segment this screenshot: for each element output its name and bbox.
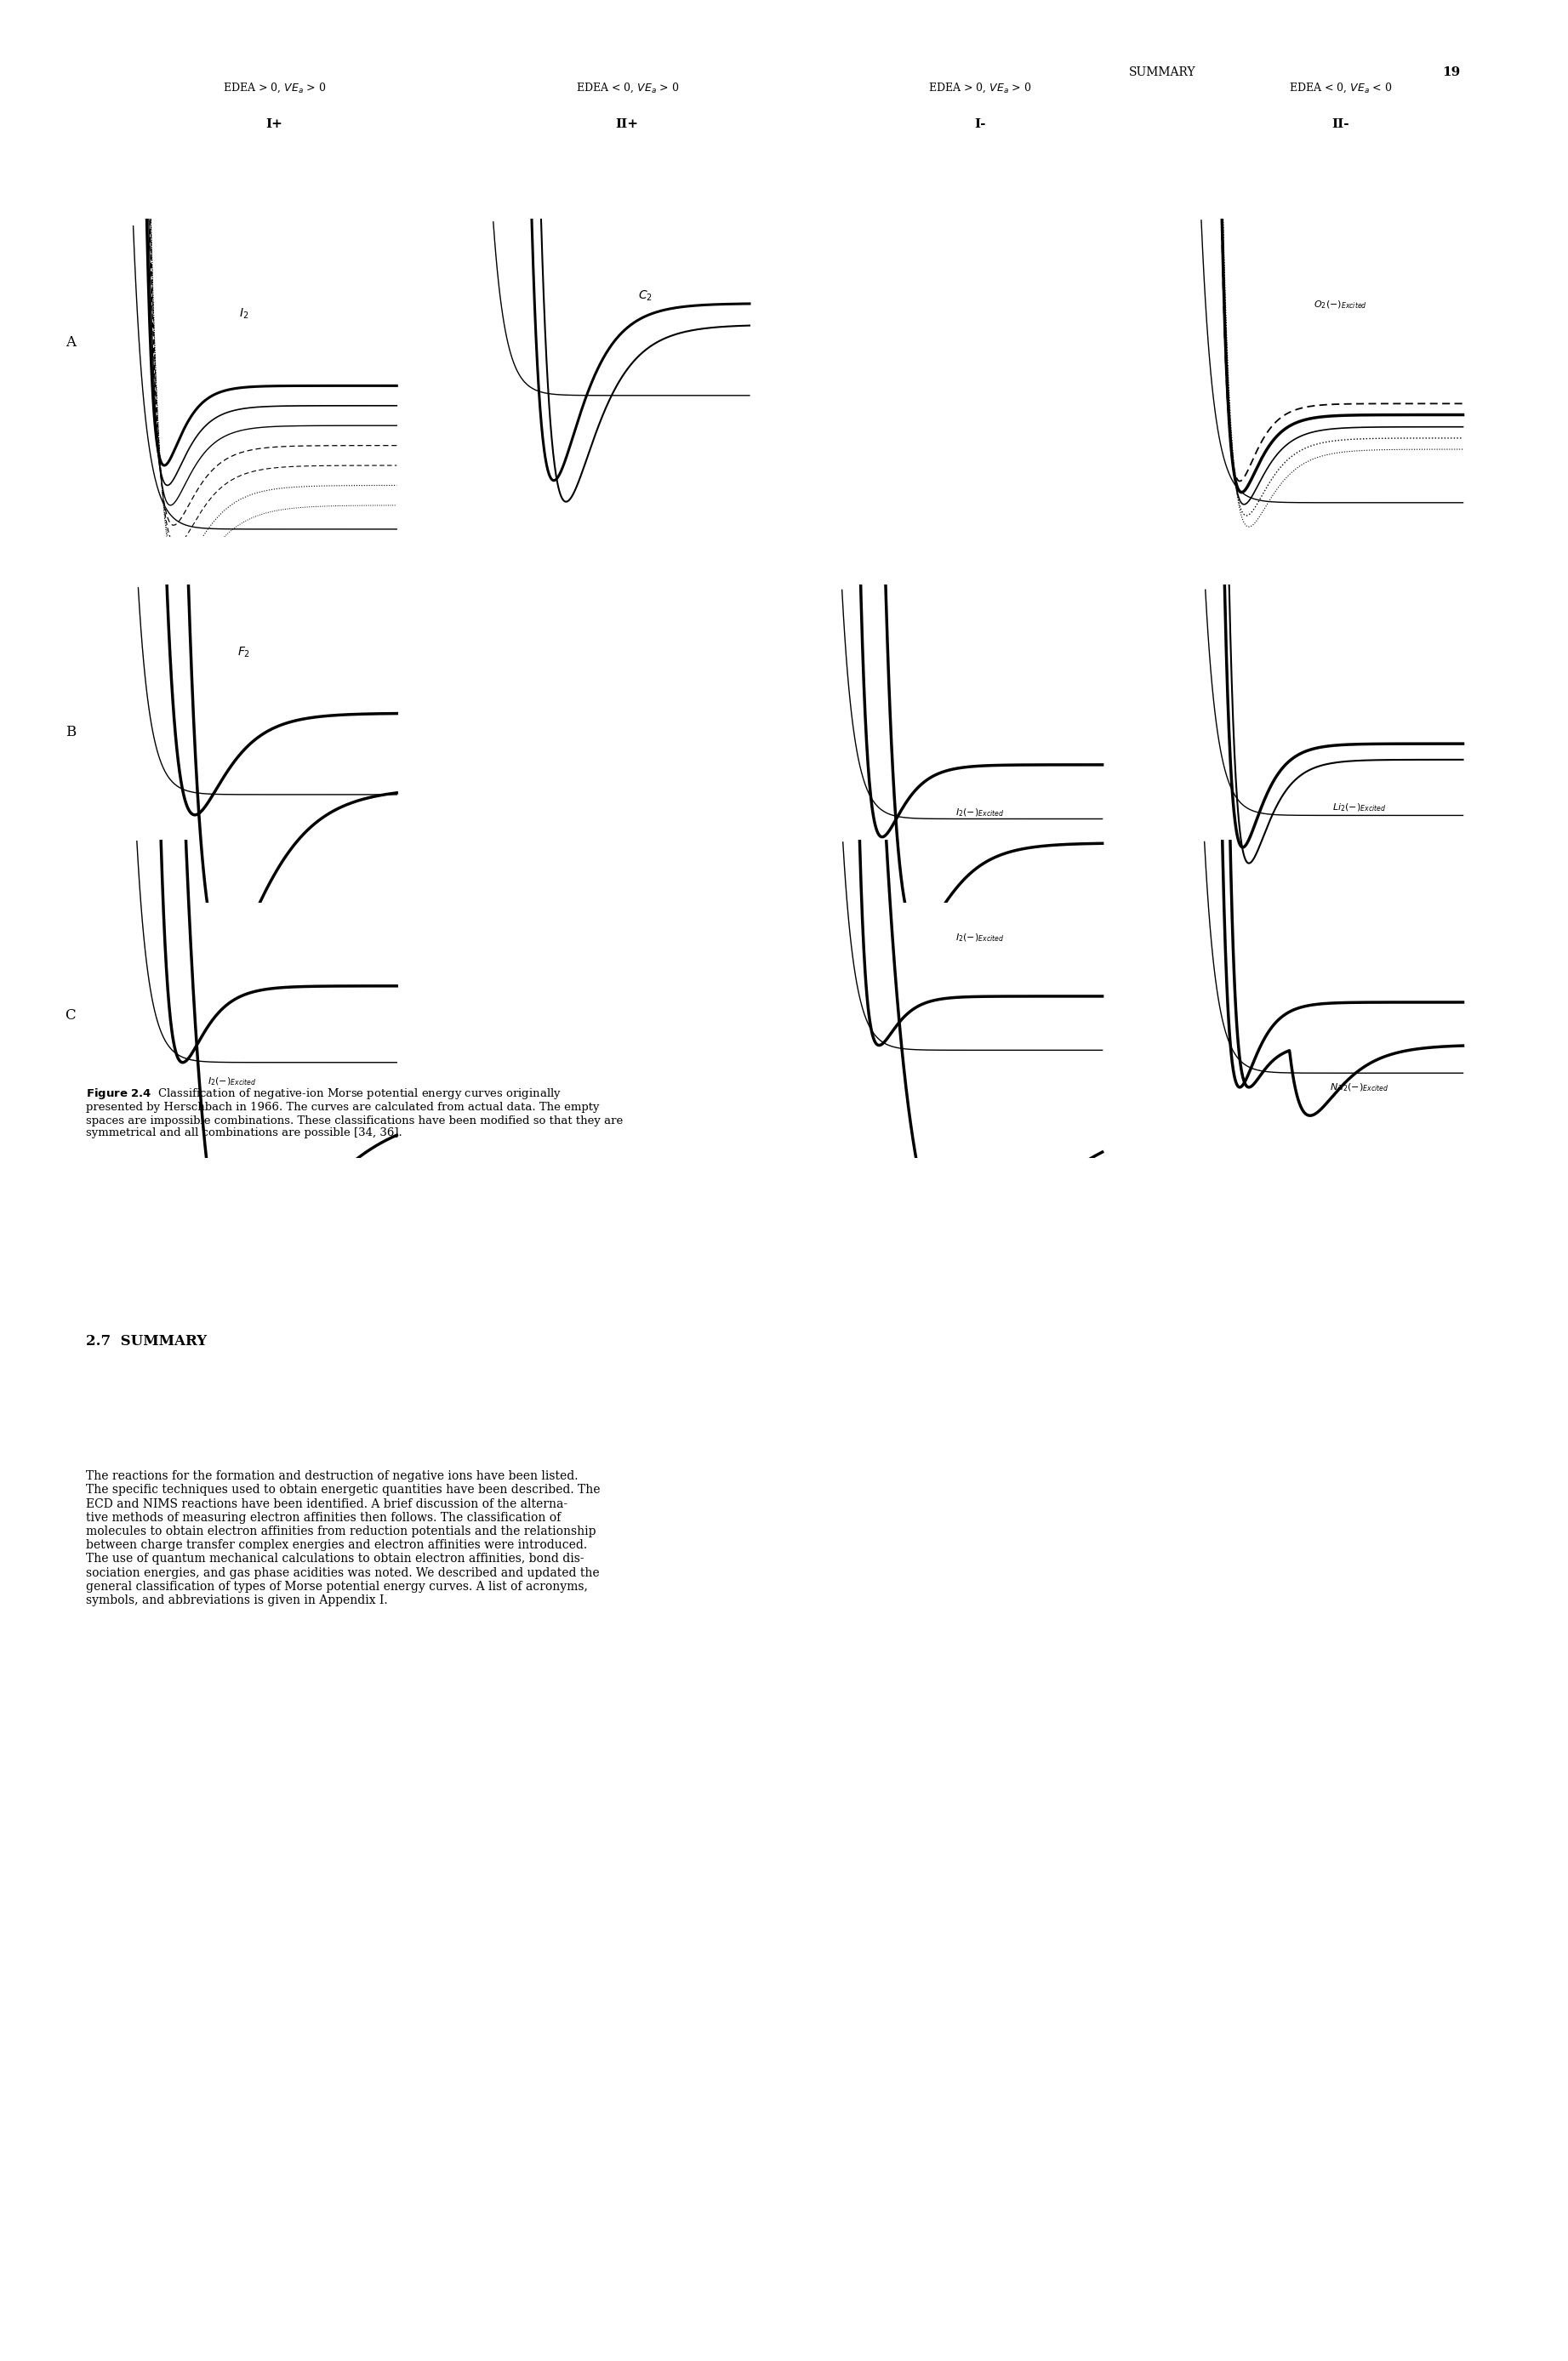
Text: 19: 19 bbox=[1443, 66, 1461, 78]
Text: $Li_2(-)_{Excited}$: $Li_2(-)_{Excited}$ bbox=[1331, 803, 1386, 812]
Text: $\mathbf{Figure\ 2.4}$  Classification of negative-ion Morse potential energy cu: $\mathbf{Figure\ 2.4}$ Classification of… bbox=[86, 1086, 624, 1138]
Text: C: C bbox=[66, 1008, 75, 1022]
Text: $O_2(-)_{Excited}$: $O_2(-)_{Excited}$ bbox=[1314, 300, 1367, 309]
Text: $I_2(-)_{Excited}$: $I_2(-)_{Excited}$ bbox=[955, 807, 1005, 819]
Text: 2.7  SUMMARY: 2.7 SUMMARY bbox=[86, 1334, 207, 1348]
Text: SUMMARY: SUMMARY bbox=[1129, 66, 1196, 78]
Text: EDEA > 0, $\it{VE_a}$ > 0: EDEA > 0, $\it{VE_a}$ > 0 bbox=[928, 80, 1032, 94]
Text: B: B bbox=[66, 725, 75, 739]
Text: A: A bbox=[66, 335, 75, 349]
Text: II+: II+ bbox=[616, 118, 638, 130]
Text: II-: II- bbox=[1331, 118, 1350, 130]
Text: The reactions for the formation and destruction of negative ions have been liste: The reactions for the formation and dest… bbox=[86, 1471, 601, 1605]
Text: $I_2(-)_{Excited}$: $I_2(-)_{Excited}$ bbox=[955, 933, 1005, 942]
Text: $I_2(-)_{Excited}$: $I_2(-)_{Excited}$ bbox=[207, 1077, 256, 1088]
Text: EDEA > 0, $VE_a$ > 0: EDEA > 0, $VE_a$ > 0 bbox=[223, 80, 326, 94]
Text: I+: I+ bbox=[267, 118, 282, 130]
Text: I-: I- bbox=[974, 118, 986, 130]
Text: $I_2$: $I_2$ bbox=[238, 307, 249, 321]
Text: $C_2$: $C_2$ bbox=[638, 290, 652, 302]
Text: EDEA < 0, $VE_a$ > 0: EDEA < 0, $VE_a$ > 0 bbox=[575, 80, 679, 94]
Text: $F_2$: $F_2$ bbox=[237, 645, 251, 659]
Text: EDEA < 0, $\it{VE_a}$ < 0: EDEA < 0, $\it{VE_a}$ < 0 bbox=[1289, 80, 1392, 94]
Text: $Na_2(-)_{Excited}$: $Na_2(-)_{Excited}$ bbox=[1330, 1081, 1388, 1093]
